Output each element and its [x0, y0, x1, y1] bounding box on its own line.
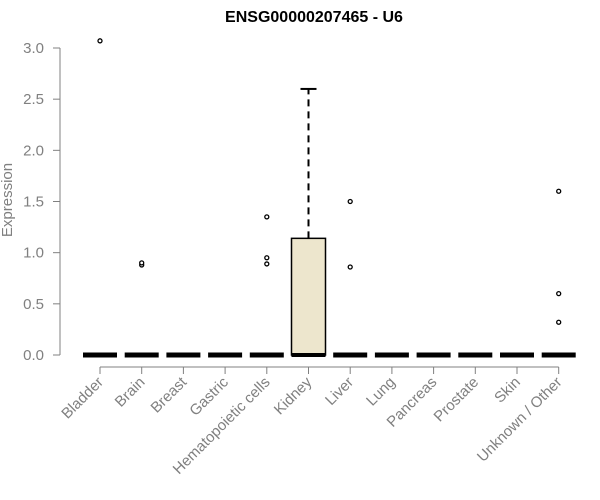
x-tick-label: Breast — [148, 373, 191, 416]
outlier-point — [556, 290, 562, 297]
y-tick-label: 1.0 — [23, 245, 44, 262]
outlier-point — [97, 38, 103, 44]
outlier-point — [556, 319, 562, 325]
x-tick-label: Bladder — [58, 374, 107, 423]
outlier-point — [139, 260, 145, 266]
x-tick-label: Lung — [363, 374, 399, 410]
x-tick-label: Skin — [491, 374, 524, 407]
y-tick-label: 2.0 — [23, 142, 44, 159]
x-tick-label: Kidney — [271, 373, 316, 418]
outlier-point — [347, 264, 353, 270]
outliers — [97, 38, 562, 325]
box — [290, 237, 327, 356]
boxes — [83, 87, 576, 358]
y-tick-label: 1.5 — [23, 194, 44, 211]
x-tick-label: Brain — [112, 374, 149, 411]
y-tick-label: 0.5 — [23, 296, 44, 313]
y-tick-label: 0.0 — [23, 347, 44, 364]
outlier-point — [556, 188, 562, 194]
y-tick-label: 2.5 — [23, 91, 44, 108]
y-axis-label: Expression — [0, 163, 16, 237]
axes: 0.0 0.5 1.0 1.5 2.0 2.5 3.0 — [23, 40, 560, 374]
x-tick-label: Liver — [322, 374, 357, 409]
outlier-point — [264, 261, 270, 267]
chart-title: ENSG00000207465 - U6 — [225, 9, 403, 26]
outlier-point — [347, 198, 353, 205]
y-tick-label: 3.0 — [23, 40, 44, 57]
outlier-point — [264, 255, 270, 261]
x-tick-label: Prostate — [431, 374, 483, 426]
outlier-point — [264, 214, 270, 220]
